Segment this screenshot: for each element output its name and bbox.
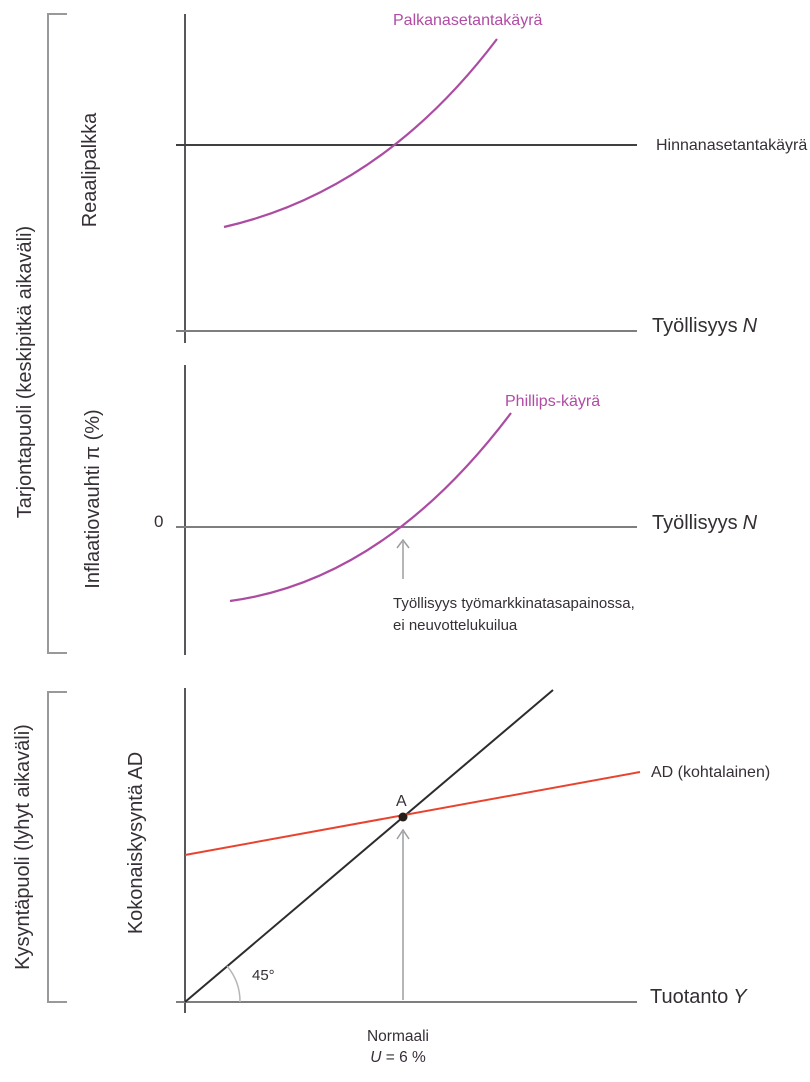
middle-y-axis-label: Inflaatiovauhti π (%) bbox=[82, 409, 104, 589]
normal-unemployment-note: Normaali U = 6 % bbox=[325, 1026, 471, 1068]
middle-x-axis-label-text: Työllisyys bbox=[652, 512, 738, 534]
point-a-dot bbox=[398, 812, 408, 822]
forty-five-degree-line bbox=[184, 689, 554, 1003]
unemployment-value: = 6 % bbox=[381, 1049, 426, 1066]
output-arrow-head-icon bbox=[396, 828, 410, 840]
point-a-label: A bbox=[396, 793, 407, 810]
unemployment-variable: U bbox=[370, 1049, 382, 1066]
zero-tick-label: 0 bbox=[154, 512, 164, 531]
ad-line-label: AD (kohtalainen) bbox=[651, 764, 771, 781]
top-x-axis-label-text: Työllisyys bbox=[652, 315, 738, 337]
supply-side-bracket-label: Tarjontapuoli (keskipitkä aikaväli) bbox=[14, 225, 36, 519]
angle-arc bbox=[226, 965, 241, 1003]
bottom-y-axis-label: Kokonaiskysyntä AD bbox=[125, 751, 147, 935]
equilibrium-annotation-line1: Työllisyys työmarkkinatasapainossa, bbox=[393, 595, 635, 612]
bottom-x-axis-label: Tuotanto Y bbox=[650, 986, 747, 1009]
bottom-x-axis-variable: Y bbox=[733, 986, 747, 1008]
phillips-curve-label: Phillips-käyrä bbox=[505, 393, 601, 410]
top-x-axis-variable: N bbox=[742, 315, 758, 337]
equilibrium-arrow-head-icon bbox=[396, 538, 410, 549]
wage-setting-curve bbox=[223, 38, 498, 229]
price-setting-line-label: Hinnanasetantakäyrä bbox=[656, 137, 808, 154]
supply-side-bracket bbox=[47, 13, 67, 654]
angle-label: 45° bbox=[252, 967, 275, 984]
normal-note-line2: U = 6 % bbox=[325, 1047, 471, 1068]
normal-note-line1: Normaali bbox=[366, 1028, 429, 1045]
wage-setting-curve-label: Palkanasetantakäyrä bbox=[393, 12, 543, 29]
ad-line bbox=[184, 771, 641, 856]
bottom-x-axis-label-text: Tuotanto bbox=[650, 986, 729, 1008]
phillips-curve bbox=[229, 412, 512, 603]
middle-x-axis-variable: N bbox=[742, 512, 758, 534]
equilibrium-annotation: Työllisyys työmarkkinatasapainossa, ei n… bbox=[393, 593, 635, 637]
top-x-axis-label: Työllisyys N bbox=[652, 315, 757, 338]
middle-x-axis-label: Työllisyys N bbox=[652, 512, 757, 535]
demand-side-bracket-label: Kysyntäpuoli (lyhyt aikaväli) bbox=[12, 724, 34, 970]
demand-side-bracket bbox=[47, 691, 67, 1003]
equilibrium-annotation-line2: ei neuvottelukuilua bbox=[393, 617, 518, 634]
